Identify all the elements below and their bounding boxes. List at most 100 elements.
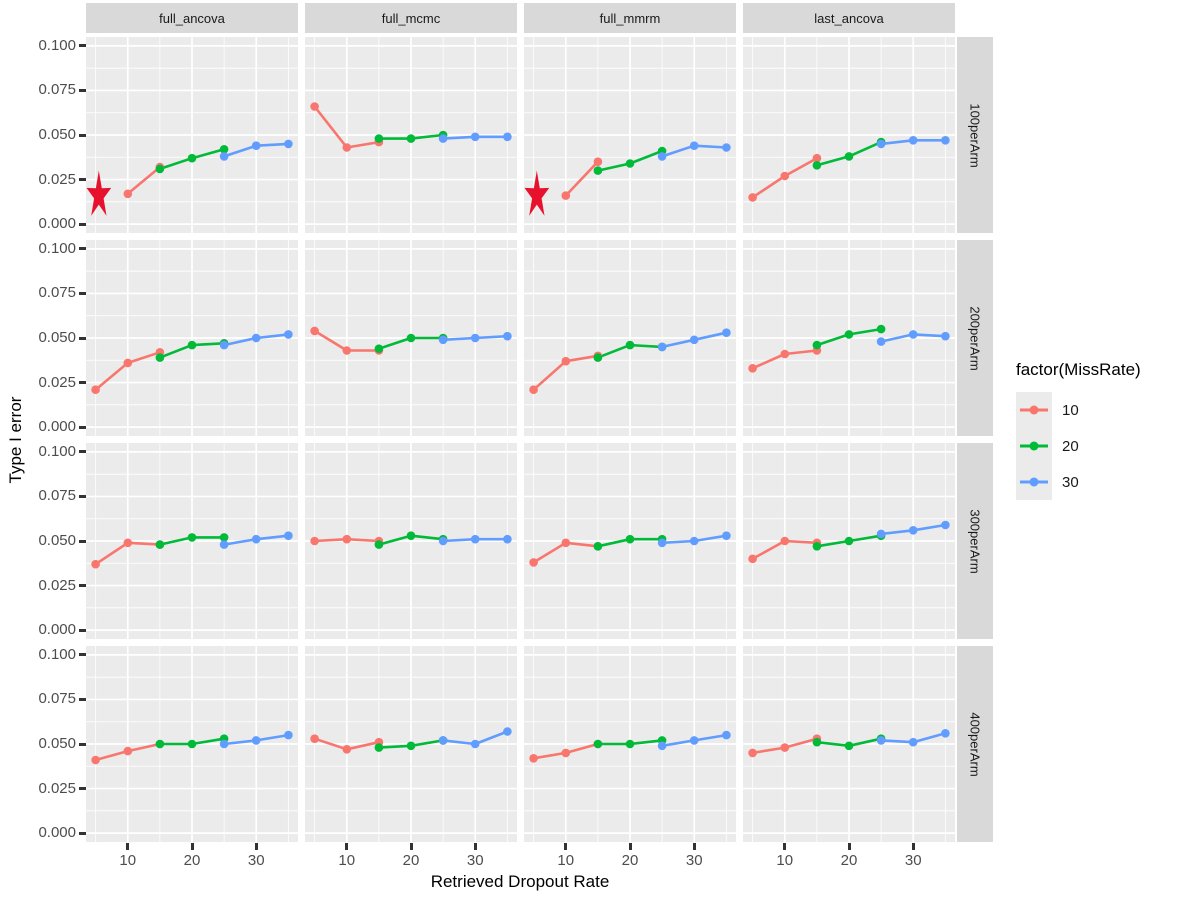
y-tick-mark bbox=[79, 539, 86, 543]
row-facet-label-100perArm: 100perArm bbox=[957, 37, 993, 233]
facet-panel-full_ancova-300perArm bbox=[86, 443, 298, 639]
x-tick-mark bbox=[254, 843, 258, 850]
x-tick-mark bbox=[473, 843, 477, 850]
data-point-missrate-10 bbox=[748, 554, 757, 564]
data-point-missrate-10 bbox=[91, 385, 100, 394]
legend-key-icon bbox=[1016, 428, 1052, 464]
data-point-missrate-20 bbox=[155, 540, 165, 549]
data-point-missrate-10 bbox=[310, 102, 319, 111]
panel-plot bbox=[524, 37, 736, 233]
legend-item: 20 bbox=[1016, 428, 1200, 464]
facet-panel-full_mcmc-200perArm bbox=[305, 240, 517, 436]
data-point-missrate-30 bbox=[503, 331, 512, 341]
data-point-missrate-10 bbox=[780, 536, 790, 546]
column-facet-label-full_ancova: full_ancova bbox=[86, 3, 298, 33]
data-point-missrate-30 bbox=[284, 139, 293, 149]
y-tick-label: 0.075 bbox=[38, 284, 76, 302]
series-line-missrate-10 bbox=[126, 165, 162, 196]
data-point-missrate-20 bbox=[625, 534, 635, 544]
data-point-missrate-30 bbox=[689, 536, 699, 546]
x-tick-label: 20 bbox=[840, 852, 858, 869]
data-point-missrate-10 bbox=[310, 536, 319, 546]
data-point-missrate-30 bbox=[438, 134, 448, 143]
data-point-missrate-10 bbox=[561, 356, 571, 366]
x-tick-label: 20 bbox=[621, 852, 639, 869]
y-tick-mark bbox=[79, 831, 86, 835]
data-point-missrate-10 bbox=[529, 754, 538, 763]
data-point-missrate-30 bbox=[657, 342, 667, 352]
data-point-missrate-20 bbox=[406, 531, 416, 540]
x-tick-mark bbox=[783, 843, 787, 850]
data-point-missrate-30 bbox=[941, 520, 950, 530]
star-annotation-icon bbox=[86, 170, 112, 216]
data-point-missrate-20 bbox=[187, 340, 197, 350]
data-point-missrate-30 bbox=[470, 739, 480, 749]
data-point-missrate-30 bbox=[689, 335, 699, 345]
data-point-missrate-30 bbox=[503, 534, 512, 544]
legend-key-icon bbox=[1016, 464, 1052, 500]
data-point-missrate-30 bbox=[908, 526, 918, 535]
facet-panel-full_ancova-400perArm bbox=[86, 646, 298, 842]
data-point-missrate-30 bbox=[722, 143, 731, 152]
data-point-missrate-30 bbox=[503, 132, 512, 142]
panel-plot bbox=[305, 443, 517, 639]
y-tick-mark bbox=[79, 178, 86, 182]
data-point-missrate-30 bbox=[876, 139, 886, 149]
data-point-missrate-20 bbox=[374, 743, 384, 752]
legend-item-label: 20 bbox=[1062, 437, 1079, 455]
data-point-missrate-30 bbox=[503, 727, 512, 736]
data-point-missrate-30 bbox=[470, 132, 480, 142]
data-point-missrate-10 bbox=[123, 358, 133, 368]
data-point-missrate-20 bbox=[187, 533, 197, 542]
data-point-missrate-30 bbox=[251, 333, 261, 343]
y-tick-label: 0.000 bbox=[38, 215, 76, 233]
y-tick-mark bbox=[79, 628, 86, 632]
data-point-missrate-10 bbox=[529, 558, 538, 567]
data-point-missrate-20 bbox=[187, 153, 197, 163]
column-facet-label-last_ancova: last_ancova bbox=[743, 3, 955, 33]
y-tick-label: 0.075 bbox=[38, 487, 76, 505]
x-tick-label: 10 bbox=[338, 852, 356, 869]
y-tick-mark bbox=[79, 494, 86, 498]
data-point-missrate-10 bbox=[812, 153, 822, 163]
data-point-missrate-20 bbox=[406, 333, 416, 343]
data-point-missrate-20 bbox=[812, 737, 822, 747]
panel-plot bbox=[86, 443, 298, 639]
data-point-missrate-20 bbox=[844, 536, 854, 546]
y-tick-label: 0.000 bbox=[38, 418, 76, 436]
data-point-missrate-20 bbox=[155, 739, 165, 749]
data-point-missrate-30 bbox=[219, 540, 229, 549]
data-point-missrate-30 bbox=[470, 333, 480, 343]
y-tick-mark bbox=[79, 653, 86, 657]
y-tick-mark bbox=[79, 44, 86, 48]
panel-plot bbox=[305, 240, 517, 436]
data-point-missrate-30 bbox=[219, 340, 229, 350]
data-point-missrate-30 bbox=[722, 328, 731, 337]
panel-plot bbox=[743, 37, 955, 233]
x-tick-mark bbox=[190, 843, 194, 850]
panel-plot bbox=[524, 443, 736, 639]
data-point-missrate-30 bbox=[657, 152, 667, 161]
facet-panel-full_ancova-100perArm bbox=[86, 37, 298, 233]
data-point-missrate-10 bbox=[561, 538, 571, 548]
y-tick-mark bbox=[79, 742, 86, 746]
data-point-missrate-10 bbox=[91, 755, 100, 765]
series-line-missrate-10 bbox=[564, 160, 600, 197]
y-tick-label: 0.025 bbox=[38, 576, 76, 594]
x-tick-label: 10 bbox=[119, 852, 137, 869]
data-point-missrate-20 bbox=[844, 330, 854, 339]
data-point-missrate-30 bbox=[251, 736, 261, 745]
star-annotation-icon bbox=[524, 170, 550, 216]
data-point-missrate-30 bbox=[284, 330, 293, 339]
x-tick-label: 20 bbox=[402, 852, 420, 869]
x-tick-label: 30 bbox=[685, 852, 703, 869]
y-tick-label: 0.050 bbox=[38, 126, 76, 143]
panel-plot bbox=[743, 443, 955, 639]
data-point-missrate-30 bbox=[876, 736, 886, 745]
panel-plot bbox=[86, 37, 298, 233]
legend-item-label: 10 bbox=[1062, 401, 1079, 419]
facet-panel-last_ancova-300perArm bbox=[743, 443, 955, 639]
data-point-missrate-10 bbox=[780, 349, 790, 359]
legend-item: 10 bbox=[1016, 392, 1200, 428]
